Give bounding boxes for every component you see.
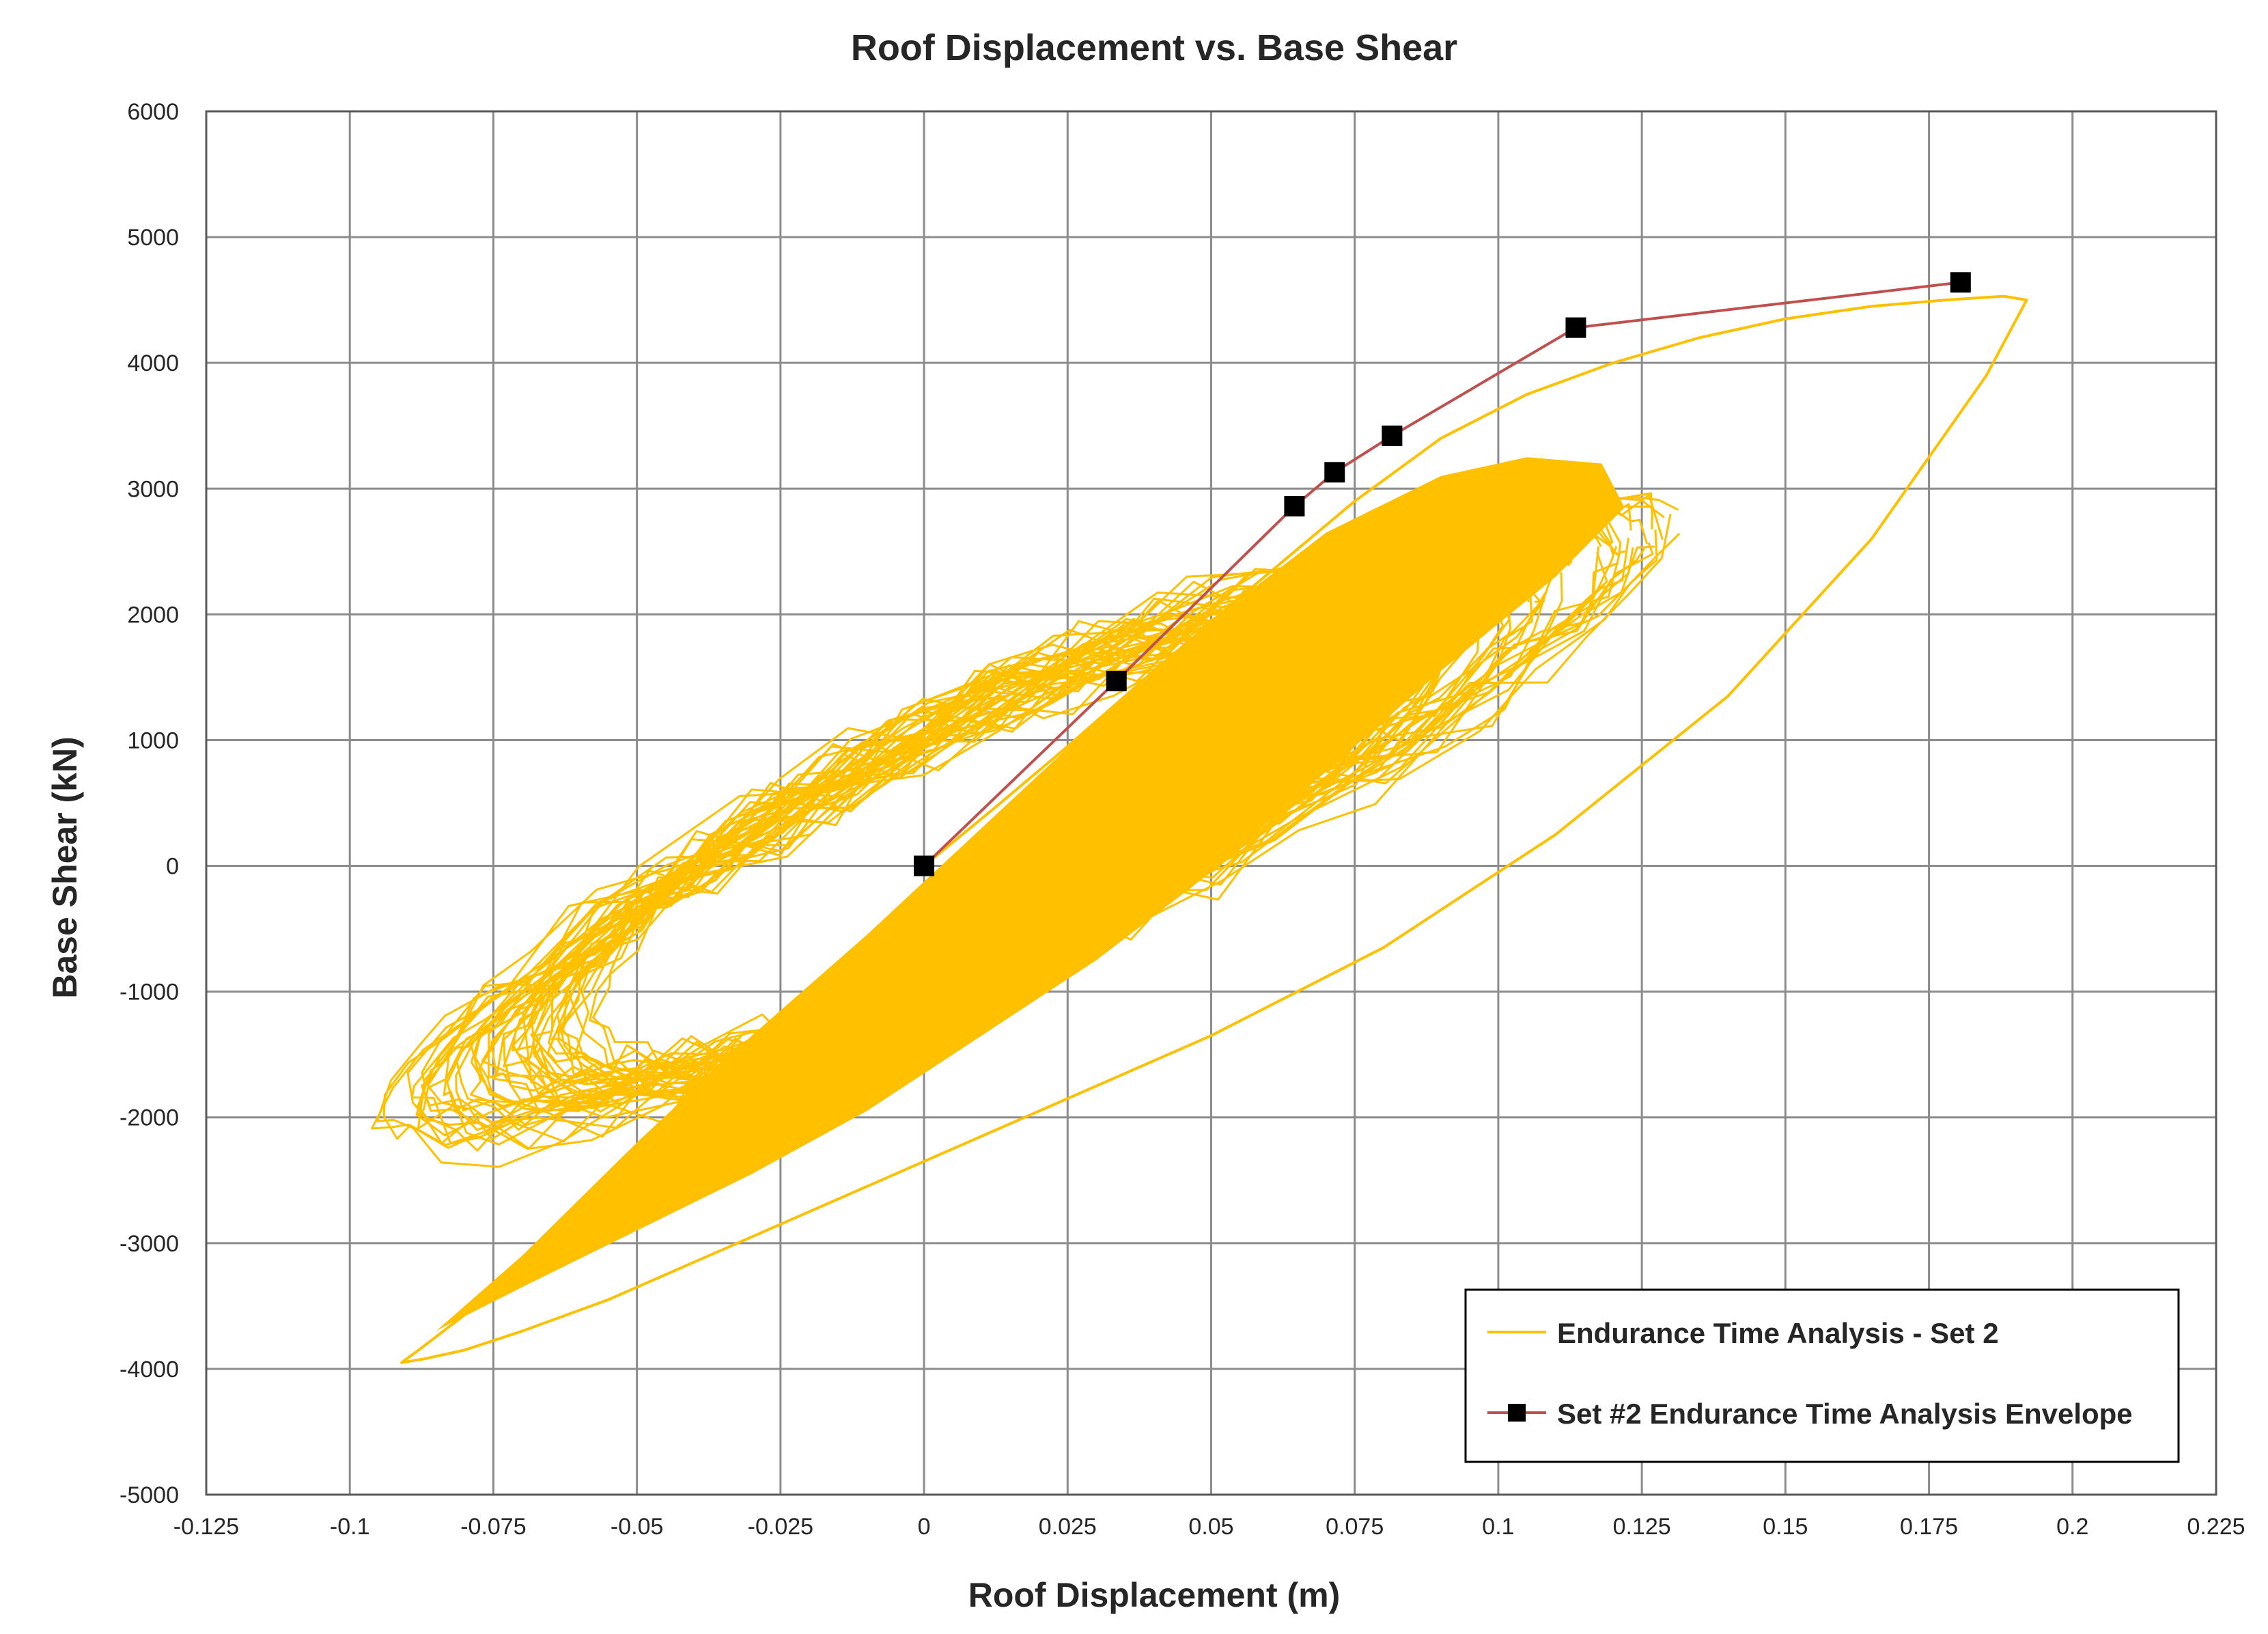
x-tick-label: -0.05 (611, 1514, 664, 1540)
chart-title: Roof Displacement vs. Base Shear (851, 27, 1457, 68)
x-tick-label: 0.05 (1188, 1514, 1233, 1540)
x-tick-label: 0.125 (1613, 1514, 1671, 1540)
hysteresis-loop (490, 564, 1500, 1113)
legend-box (1464, 1288, 2180, 1463)
y-tick-label: -2000 (120, 1105, 179, 1131)
x-tick-label: 0.025 (1039, 1514, 1097, 1540)
x-tick-label: -0.075 (460, 1514, 526, 1540)
series-endurance-time-analysis-line (400, 294, 2028, 1364)
envelope-markers (914, 272, 1971, 876)
hysteresis-loop (417, 505, 1629, 1150)
x-tick-label: -0.025 (748, 1514, 813, 1540)
x-tick-label: 0.175 (1900, 1514, 1958, 1540)
envelope-marker (1106, 670, 1127, 691)
plot-area-frame (205, 110, 2217, 1496)
hysteresis-loop (428, 524, 1568, 1141)
x-tick-label: -0.1 (330, 1514, 370, 1540)
hysteresis-loop (556, 593, 1421, 1101)
x-tick-label: 0.225 (2187, 1514, 2245, 1540)
hysteresis-loop (488, 527, 1551, 1098)
x-axis-title: Roof Displacement (m) (968, 1576, 1341, 1614)
y-tick-label: 3000 (127, 476, 179, 502)
legend-label-endurance: Endurance Time Analysis - Set 2 (1557, 1317, 1999, 1349)
hysteresis-loop (592, 611, 1375, 1088)
y-axis-title: Base Shear (kN) (46, 736, 84, 999)
hysteresis-loop (474, 570, 1473, 1111)
x-tick-labels: -0.125 -0.1 -0.075 -0.05 -0.025 0 0.025 0.05 0.0… (173, 1514, 2245, 1540)
x-tick-label: 0.2 (2056, 1514, 2088, 1540)
y-tick-label: -5000 (120, 1482, 179, 1508)
x-tick-label: 0.1 (1482, 1514, 1514, 1540)
y-tick-label: -4000 (120, 1357, 179, 1383)
legend-label-envelope: Set #2 Endurance Time Analysis Envelope (1557, 1398, 2133, 1430)
y-tick-label: 6000 (127, 99, 179, 125)
envelope-marker (1324, 462, 1345, 483)
legend-swatch-envelope-marker (1508, 1404, 1526, 1422)
y-tick-label: 4000 (127, 350, 179, 376)
envelope-marker (1950, 272, 1971, 293)
hysteresis-loops (370, 477, 1681, 1168)
x-tick-label: 0.075 (1326, 1514, 1384, 1540)
x-tick-label: 0 (918, 1514, 931, 1540)
x-tick-label: 0.15 (1763, 1514, 1808, 1540)
y-tick-label: 2000 (127, 602, 179, 628)
y-tick-label: 1000 (127, 728, 179, 753)
envelope-marker (1382, 425, 1403, 446)
legend: Endurance Time Analysis - Set 2 Set #2 E… (1464, 1288, 2180, 1463)
y-tick-label: 0 (166, 854, 179, 880)
y-tick-label: 5000 (127, 225, 179, 251)
y-tick-label: -1000 (120, 980, 179, 1006)
y-tick-labels: -5000 -4000 -3000 -2000 -1000 0 1000 2000 3000 40… (120, 99, 179, 1508)
envelope-marker (1284, 496, 1305, 517)
envelope-marker (1565, 317, 1586, 338)
hysteresis-loop (446, 537, 1520, 1111)
x-tick-label: -0.125 (173, 1514, 239, 1540)
y-tick-label: -3000 (120, 1231, 179, 1257)
hysteresis-loop (370, 497, 1653, 1149)
hysteresis-loop (503, 572, 1467, 1097)
envelope-marker (914, 855, 935, 876)
series-layer (370, 272, 2028, 1364)
hysteresis-loop (557, 592, 1398, 1083)
